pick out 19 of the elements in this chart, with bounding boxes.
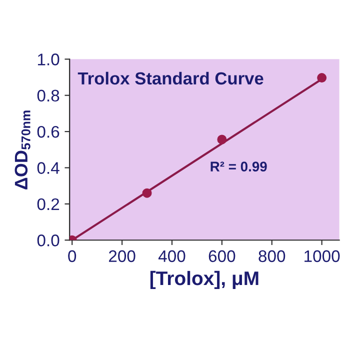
x-tick-label: 600	[208, 250, 236, 262]
y-tick-label: 0.0	[37, 234, 60, 246]
annotation: R² = 0.99	[210, 162, 267, 172]
x-tick-label: 200	[108, 250, 136, 262]
x-tick-label: 1000	[304, 250, 340, 262]
y-tick-label: 0.2	[37, 198, 60, 210]
y-tick-label: 0.6	[37, 126, 60, 138]
x-axis-title: [Trolox], μM	[150, 270, 258, 290]
y-tick-label: 0.4	[37, 162, 60, 174]
x-tick-label: 400	[158, 250, 186, 262]
x-tick-label: 800	[258, 250, 286, 262]
x-tick-label: 0	[68, 250, 76, 262]
text: Trolox Standard Curve	[78, 72, 264, 85]
point	[317, 73, 327, 83]
y-axis-title: ΔOD$_{570nm}$	[14, 110, 30, 190]
y-tick-label: 0.8	[37, 90, 60, 102]
point	[142, 188, 152, 198]
y-tick-label: 1.0	[38, 54, 60, 66]
point	[217, 134, 227, 144]
